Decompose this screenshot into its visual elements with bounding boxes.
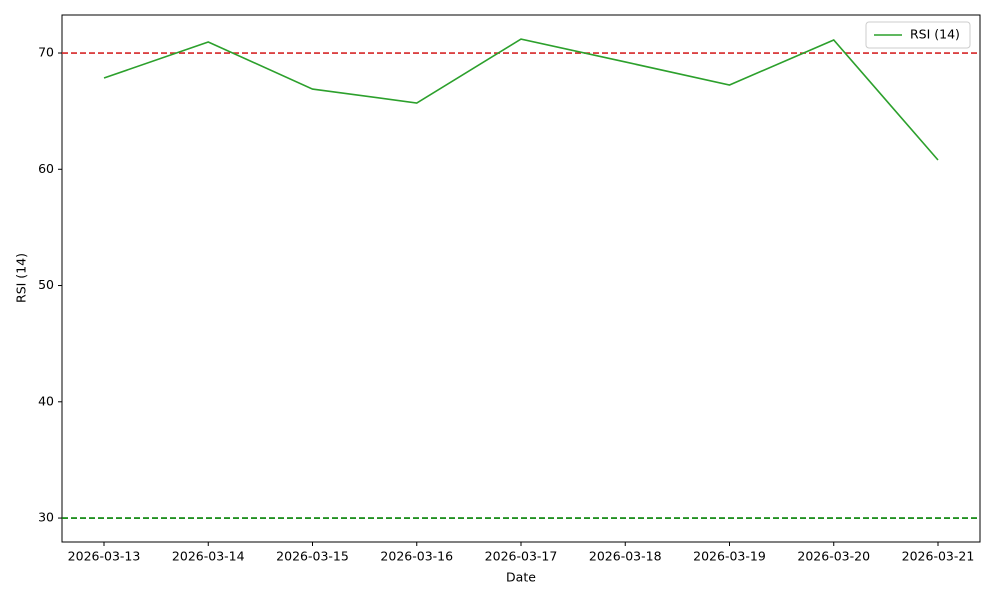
- legend-label: RSI (14): [910, 27, 960, 42]
- x-tick-label: 2026-03-13: [68, 549, 141, 564]
- y-tick-label: 70: [38, 45, 54, 60]
- x-tick-label: 2026-03-16: [380, 549, 453, 564]
- x-axis-label: Date: [506, 570, 536, 585]
- x-tick-label: 2026-03-19: [693, 549, 766, 564]
- y-axis-label: RSI (14): [14, 253, 29, 303]
- y-tick-label: 50: [38, 277, 54, 292]
- x-tick-label: 2026-03-15: [276, 549, 349, 564]
- y-tick-label: 30: [38, 510, 54, 525]
- y-tick-label: 60: [38, 161, 54, 176]
- line-series: [103, 38, 939, 161]
- y-tick-label: 40: [38, 393, 54, 408]
- x-tick-label: 2026-03-18: [589, 549, 662, 564]
- x-tick-label: 2026-03-14: [172, 549, 245, 564]
- x-tick-label: 2026-03-21: [902, 549, 975, 564]
- plot-frame: [61, 14, 981, 543]
- x-tick-label: 2026-03-17: [485, 549, 558, 564]
- x-tick-label: 2026-03-20: [797, 549, 870, 564]
- legend-box: [865, 21, 971, 49]
